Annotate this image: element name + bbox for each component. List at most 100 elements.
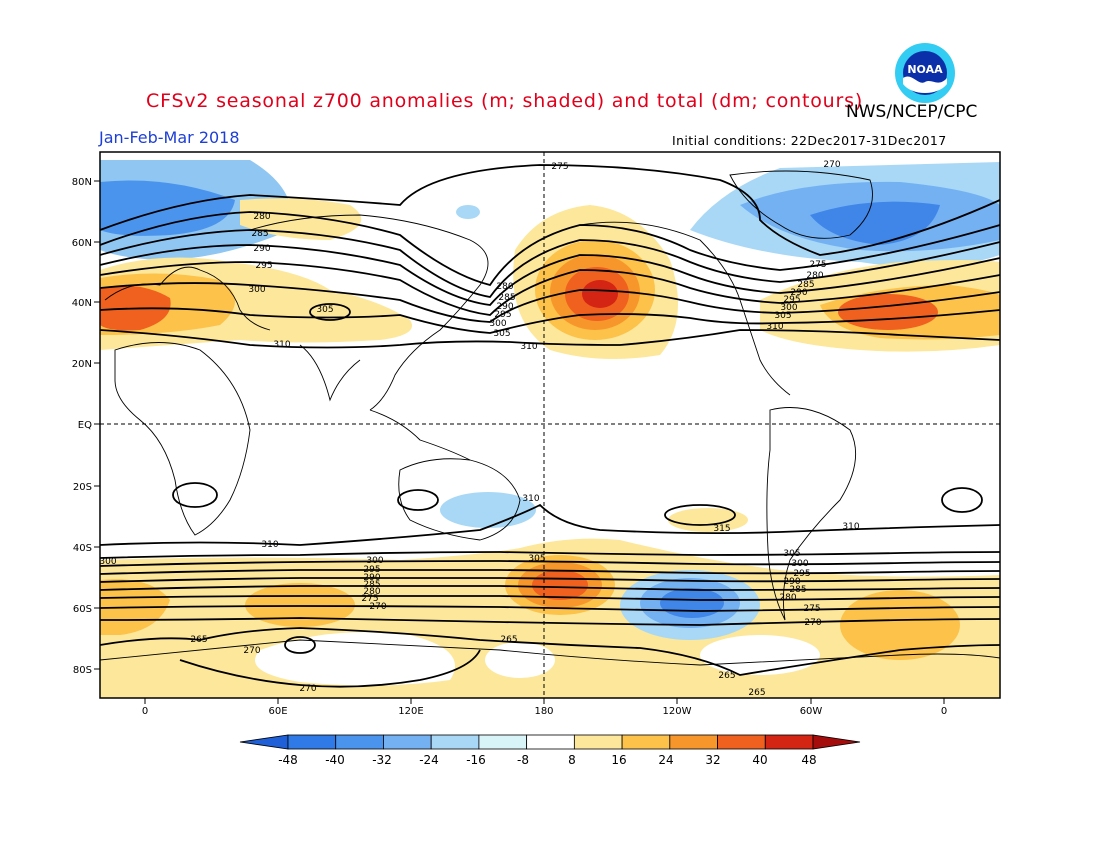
colorbar-box <box>669 734 718 750</box>
coastline-southeast-asia <box>369 409 471 461</box>
longitude-labels: 0 60E 120E 180 120W 60W 0 <box>142 706 947 717</box>
contour-265-south <box>99 627 1001 676</box>
colorbar-box <box>526 734 575 750</box>
organization-label: NWS/NCEP/CPC <box>846 102 978 122</box>
coastline-antarctica <box>99 639 1001 666</box>
contour-label: 285 <box>789 585 806 595</box>
contour-label: 310 <box>520 342 537 352</box>
colorbar-tick: -16 <box>466 753 486 767</box>
contour-label: 300 <box>791 559 808 569</box>
negative-anomaly-north-right-core <box>810 201 940 245</box>
positive-anomaly-north-pacific-peak <box>582 280 618 308</box>
contour-label: 300 <box>99 557 116 567</box>
axis-ticks <box>94 180 945 704</box>
colorbar-tick: 16 <box>611 753 626 767</box>
contour-label: 295 <box>255 261 272 271</box>
contour-closed-north-asia <box>309 303 351 321</box>
initial-conditions-label: Initial conditions: <box>672 133 787 148</box>
contour-310-north <box>99 329 1001 349</box>
contour-label: 290 <box>363 573 380 583</box>
contour-label: 280 <box>253 212 270 222</box>
contour-label: 310 <box>261 540 278 550</box>
contour-label: 275 <box>803 604 820 614</box>
contour-285-south <box>99 585 1001 591</box>
negative-anomaly-north-pacific-small <box>456 205 480 219</box>
contour-label: 295 <box>783 295 800 305</box>
contour-label: 265 <box>500 635 517 645</box>
contour-label: 300 <box>489 319 506 329</box>
contour-label: 305 <box>528 554 545 564</box>
contour-label: 310 <box>522 494 539 504</box>
colorbar-right-arrow <box>812 734 861 750</box>
contour-label: 300 <box>366 556 383 566</box>
contour-label: 280 <box>363 587 380 597</box>
coastlines <box>99 170 1001 666</box>
colorbar-box <box>573 734 623 750</box>
contour-label: 290 <box>253 244 270 254</box>
contour-label: 280 <box>806 271 823 281</box>
contour-label: 270 <box>299 684 316 694</box>
colorbar-tick: -32 <box>372 753 392 767</box>
contour-275-south <box>99 605 1001 612</box>
anomaly-shading <box>100 160 1000 698</box>
contour-closed-south-pacific <box>664 504 736 526</box>
coastline-north-america <box>579 221 791 396</box>
contour-label: 285 <box>363 580 380 590</box>
contour-label: 315 <box>713 524 730 534</box>
noaa-logo-icon: NOAA <box>895 43 955 103</box>
contour-closed-south-atlantic <box>941 487 983 513</box>
forecast-period: Jan-Feb-Mar 2018 <box>99 128 240 147</box>
contour-270-south <box>99 617 1001 626</box>
contour-280-south <box>99 595 1001 601</box>
contour-275-north <box>99 164 1001 256</box>
contour-label: 290 <box>783 577 800 587</box>
contour-305-north <box>99 307 1001 334</box>
lat-label: 80S <box>73 665 92 676</box>
coastline-eurasia <box>249 214 489 411</box>
contour-300-south <box>99 560 1001 567</box>
colorbar-tick: -24 <box>419 753 439 767</box>
contour-280-north <box>99 211 1001 287</box>
colorbar-left-arrow <box>239 734 289 750</box>
contour-label: 275 <box>361 594 378 604</box>
contour-label: 265 <box>190 635 207 645</box>
contour-label: 270 <box>823 160 840 170</box>
lat-label: 40N <box>72 298 92 309</box>
contour-label: 285 <box>498 293 515 303</box>
colorbar-tick: -48 <box>278 753 298 767</box>
lon-label: 60E <box>268 706 287 717</box>
colorbar-tick: 32 <box>705 753 720 767</box>
coastline-south-america <box>766 407 857 621</box>
contour-310-south <box>99 503 1001 546</box>
contour-label: 305 <box>316 305 333 315</box>
coastline-india <box>299 344 361 402</box>
colorbar-box <box>335 734 384 750</box>
latitude-labels: 80N 60N 40N 20N EQ 20S 40S 60S 80S <box>72 177 92 676</box>
lon-label: 0 <box>142 706 148 717</box>
contour-label: 305 <box>783 549 800 559</box>
contour-closed-indian-ocean <box>397 489 439 511</box>
contour-label: 295 <box>363 565 380 575</box>
contour-label: 265 <box>718 671 735 681</box>
colorbar: -48 -40 -32 -24 -16 -8 8 16 24 32 40 48 <box>239 734 861 767</box>
colorbar-tick: 24 <box>658 753 673 767</box>
contour-label: 290 <box>496 302 513 312</box>
contour-label: 285 <box>251 229 268 239</box>
contour-300-north <box>99 282 1001 323</box>
colorbar-box <box>717 734 766 750</box>
height-contours <box>99 164 1001 688</box>
contour-270-antarctic <box>179 649 481 688</box>
contour-295-north <box>99 261 1001 316</box>
negative-anomaly-south-pacific-core <box>660 588 724 618</box>
positive-anomaly-atlantic-core <box>838 294 938 330</box>
lon-label: 120E <box>398 706 423 717</box>
colorbar-tick: -8 <box>517 753 529 767</box>
contour-labels: 275 270 280 285 290 295 300 305 310 280 … <box>99 160 859 698</box>
contour-closed-africa <box>172 482 218 508</box>
chart-title: CFSv2 seasonal z700 anomalies (m; shaded… <box>146 90 864 112</box>
lon-label: 0 <box>941 706 947 717</box>
lat-label: 60N <box>72 238 92 249</box>
colorbar-box <box>764 734 814 750</box>
colorbar-tick: 48 <box>801 753 816 767</box>
